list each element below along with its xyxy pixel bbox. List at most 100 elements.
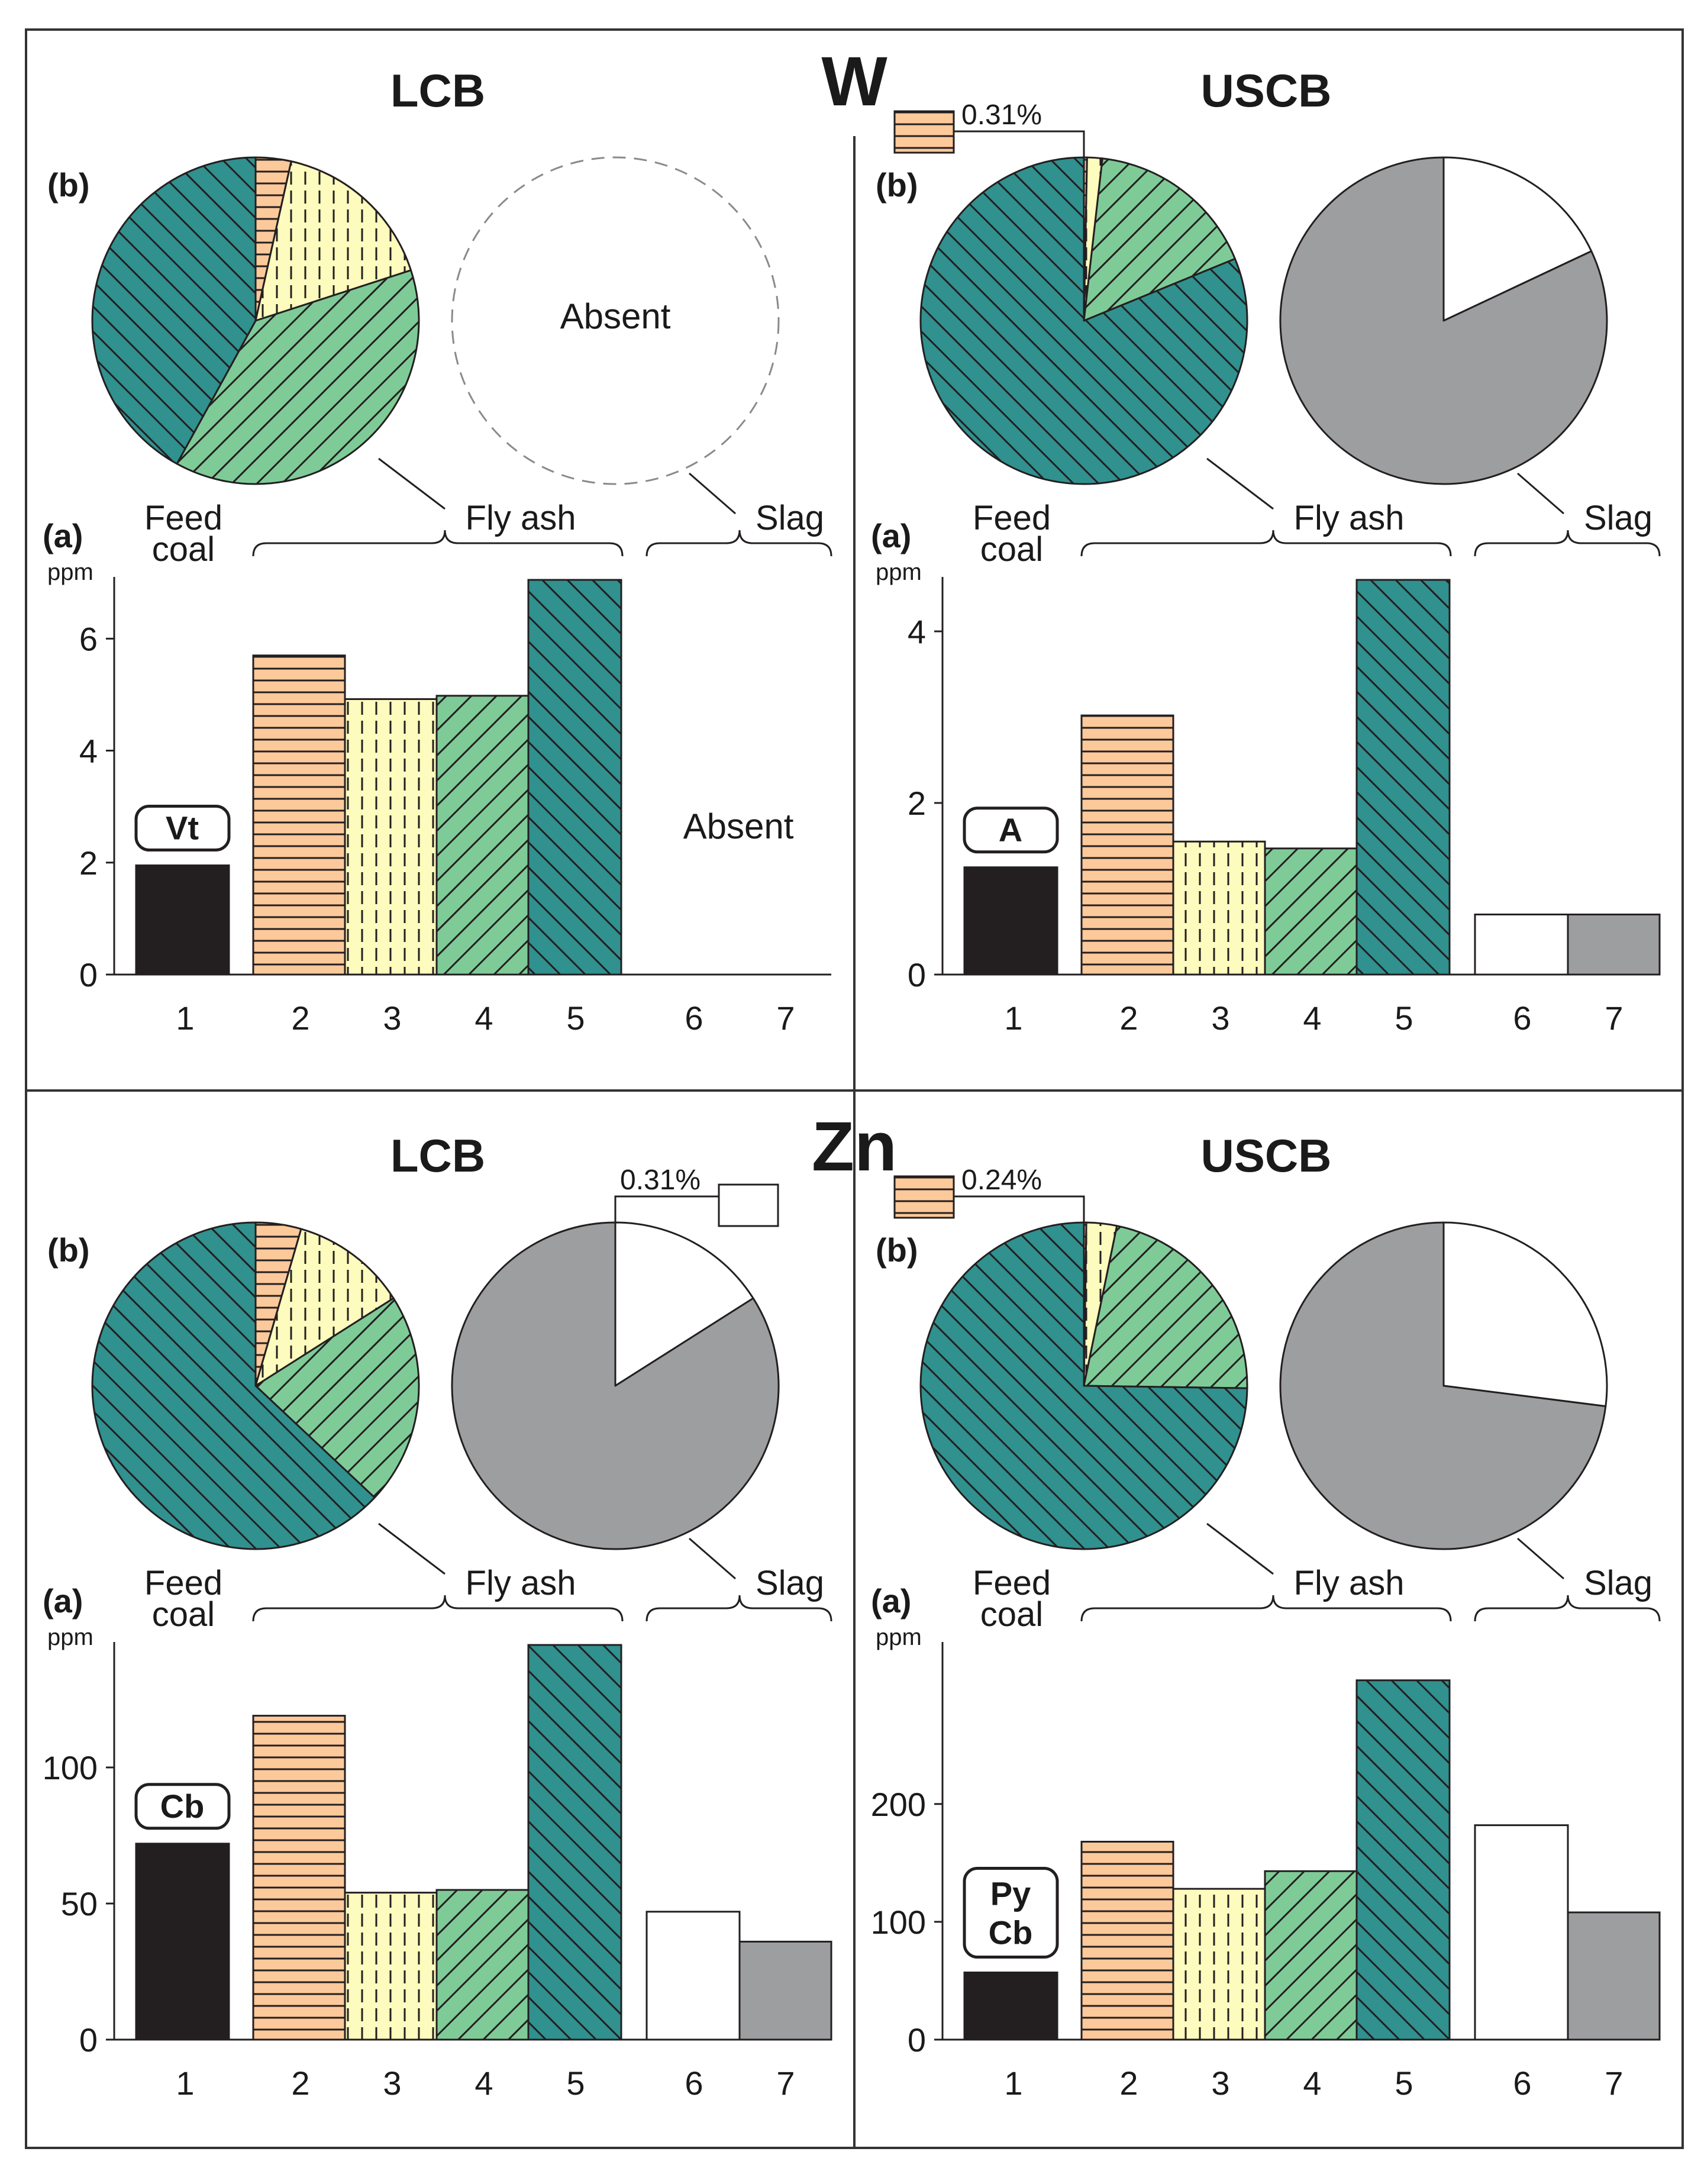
annotation-leader	[954, 130, 1085, 157]
y-tick-label: 0	[79, 956, 98, 993]
pie-panel-label: (b)	[876, 166, 918, 204]
x-tick-label: 4	[475, 2064, 493, 2102]
annotation-text: 0.31%	[620, 1164, 701, 1196]
bar-7	[1567, 914, 1661, 976]
bar-1	[963, 1972, 1058, 2041]
feed-coal-label-line2: coal	[980, 1595, 1043, 1634]
bar-1	[135, 864, 230, 976]
fly-ash-pie-slice-4	[919, 1221, 1248, 1550]
slag-label: Slag	[756, 499, 824, 537]
pie-panel-label: (b)	[876, 1231, 918, 1269]
y-tick-label: 50	[61, 1885, 98, 1922]
feed-coal-label-line1: Feed	[973, 499, 1051, 537]
fly-ash-connector	[1206, 1522, 1274, 1575]
fly-ash-connector	[378, 457, 446, 510]
annotation-leader	[954, 1195, 1085, 1222]
slag-bar-absent-label: Absent	[683, 807, 794, 846]
x-tick-label: 3	[1211, 2064, 1229, 2102]
basin-title: USCB	[1200, 1130, 1331, 1182]
bar-4	[435, 695, 530, 976]
fly-ash-label: Fly ash	[466, 499, 576, 537]
annotation-text: 0.24%	[961, 1164, 1042, 1196]
y-tick-label: 2	[79, 844, 98, 882]
bar-panel-label: (a)	[43, 517, 83, 554]
fly-ash-pie-slice-3	[1083, 157, 1236, 322]
fly-ash-pie-slice-3	[1083, 1225, 1248, 1389]
x-tick-label: 4	[1303, 2064, 1321, 2102]
slag-connector	[1517, 1537, 1564, 1580]
fly-ash-pie-slice-4	[91, 1221, 376, 1550]
bar-3	[1172, 840, 1266, 976]
slag-pie-slice-1	[1442, 1221, 1608, 1408]
y-tick-label: 200	[871, 1786, 926, 1823]
mineral-label-text: A	[999, 811, 1022, 849]
annotation-swatch	[893, 110, 955, 154]
bar-panel-label: (a)	[871, 1582, 911, 1620]
x-tick-label: 3	[383, 999, 401, 1037]
bar-2	[252, 654, 346, 976]
fly-ash-brace	[252, 530, 624, 557]
unit-label: ppm	[47, 559, 93, 585]
bar-5	[527, 1644, 622, 2041]
fly-ash-pie-slice-2	[254, 160, 412, 322]
slag-pie-absent-label: Absent	[560, 296, 671, 336]
unit-label: ppm	[47, 1624, 93, 1650]
bar-2	[252, 1715, 346, 2041]
fly-ash-brace	[1080, 1595, 1452, 1622]
mineral-label-box	[963, 807, 1059, 854]
fly-ash-pie-slice-4	[919, 156, 1248, 485]
y-tick-label: 6	[79, 620, 98, 657]
x-tick-label: 5	[566, 999, 585, 1037]
y-tick-label: 0	[908, 956, 926, 993]
slag-pie-slice-1	[614, 1221, 754, 1387]
annotation-swatch	[893, 1175, 955, 1219]
bar-5	[527, 579, 622, 976]
x-tick-label: 7	[1605, 2064, 1623, 2102]
bar-2	[1080, 1841, 1174, 2041]
fly-ash-connector	[378, 1522, 446, 1575]
y-tick-label: 4	[908, 613, 926, 650]
bar-2	[1080, 714, 1174, 976]
annotation-text: 0.31%	[961, 99, 1042, 131]
element-header-zn: Zn	[812, 1108, 897, 1186]
unit-label: ppm	[876, 1624, 922, 1650]
fly-ash-pie-slice-3	[176, 269, 420, 485]
slag-pie-absent-outline	[451, 156, 780, 485]
pie-panel-label: (b)	[47, 1231, 90, 1269]
fly-ash-connector	[1206, 457, 1274, 510]
bar-panel-label: (a)	[43, 1582, 83, 1620]
slag-connector	[689, 472, 736, 515]
bar-3	[1172, 1888, 1266, 2041]
annotation-leader	[614, 1195, 719, 1222]
slag-brace	[1474, 530, 1661, 557]
y-tick-label: 2	[908, 785, 926, 822]
mineral-label-text: Cb	[160, 1788, 205, 1825]
mineral-label-text: Cb	[989, 1914, 1033, 1951]
bar-1	[963, 866, 1058, 976]
fly-ash-label: Fly ash	[1294, 499, 1405, 537]
fly-ash-pie-slice-2	[254, 1228, 395, 1387]
bar-7	[738, 1940, 832, 2041]
x-tick-label: 7	[776, 999, 795, 1037]
bar-6	[645, 1911, 741, 2041]
bar-1	[135, 1843, 230, 2041]
x-tick-label: 7	[1605, 999, 1623, 1037]
feed-coal-label-line1: Feed	[144, 499, 222, 537]
feed-coal-label-line1: Feed	[973, 1564, 1051, 1602]
x-tick-label: 2	[1119, 2064, 1138, 2102]
slag-label: Slag	[1584, 1564, 1652, 1602]
x-tick-label: 6	[685, 2064, 703, 2102]
slag-brace	[1474, 1595, 1661, 1622]
x-tick-label: 5	[1395, 999, 1413, 1037]
x-tick-label: 7	[776, 2064, 795, 2102]
mineral-label-box	[963, 1867, 1059, 1959]
x-tick-label: 4	[475, 999, 493, 1037]
x-tick-label: 1	[1004, 2064, 1022, 2102]
slag-pie-slice-2	[1279, 1221, 1607, 1550]
fly-ash-pie-slice-4	[91, 156, 257, 465]
fly-ash-brace	[252, 1595, 624, 1622]
